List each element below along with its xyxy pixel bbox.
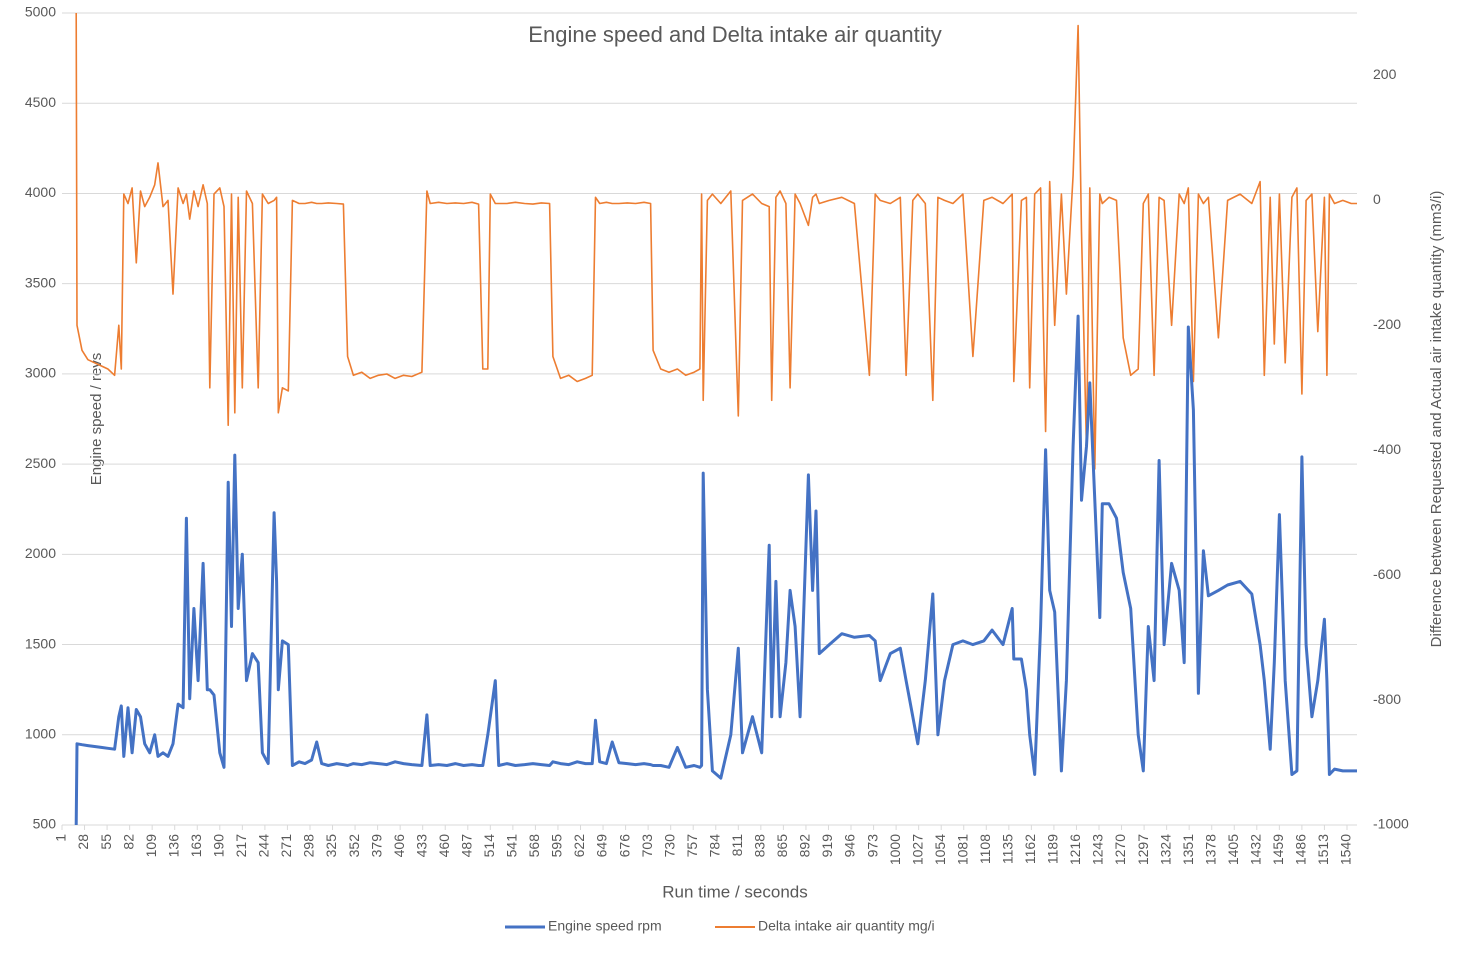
x-tick-label: 1432: [1248, 834, 1264, 865]
x-tick-label: 703: [639, 834, 655, 858]
x-tick-label: 946: [842, 834, 858, 858]
x-tick-label: 514: [481, 834, 497, 858]
x-tick-label: 1000: [887, 834, 903, 865]
x-tick-label: 1108: [977, 834, 993, 864]
y-tick-label: 5000: [25, 4, 56, 20]
x-tick-label: 109: [143, 834, 159, 858]
x-tick-label: 1270: [1112, 834, 1128, 865]
x-tick-label: 811: [729, 834, 745, 857]
x-tick-label: 892: [797, 834, 813, 858]
x-tick-label: 460: [436, 834, 452, 858]
x-tick-label: 1351: [1180, 834, 1196, 865]
y-tick-label: 1000: [25, 725, 56, 741]
y2-tick-label: -800: [1373, 691, 1401, 707]
x-tick-label: 1: [53, 834, 69, 842]
x-tick-label: 1054: [932, 834, 948, 865]
x-tick-label: 1405: [1225, 834, 1241, 865]
x-tick-label: 838: [752, 834, 768, 858]
x-tick-label: 325: [323, 834, 339, 858]
x-tick-label: 487: [458, 834, 474, 858]
x-tick-label: 271: [278, 834, 294, 858]
y-tick-label: 2000: [25, 545, 56, 561]
x-tick-label: 1027: [909, 834, 925, 865]
y-tick-label: 4500: [25, 94, 56, 110]
x-tick-label: 163: [188, 834, 204, 858]
x-tick-label: 1513: [1315, 834, 1331, 865]
y2-tick-label: -1000: [1373, 816, 1409, 832]
x-tick-label: 1297: [1135, 834, 1151, 865]
legend-label: Delta intake air quantity mg/i: [758, 918, 935, 934]
x-tick-label: 541: [504, 834, 520, 858]
x-tick-label: 406: [391, 834, 407, 858]
y-axis-label: Engine speed / revs: [88, 353, 105, 486]
x-tick-label: 757: [684, 834, 700, 858]
x-tick-label: 1081: [954, 834, 970, 865]
y2-tick-label: -400: [1373, 441, 1401, 457]
x-tick-label: 1459: [1270, 834, 1286, 865]
x-tick-label: 298: [301, 834, 317, 858]
x-tick-label: 55: [98, 834, 114, 850]
y2-axis-label: Difference between Requested and Actual …: [1428, 191, 1445, 648]
x-tick-label: 82: [120, 834, 136, 850]
legend-label: Engine speed rpm: [548, 918, 662, 934]
data-line: [74, 314, 1357, 826]
y2-tick-label: 0: [1373, 191, 1381, 207]
x-tick-label: 1135: [1000, 834, 1016, 864]
x-tick-label: 1486: [1293, 834, 1309, 865]
data-line: [75, 12, 1357, 470]
x-tick-label: 1162: [1022, 834, 1038, 864]
x-tick-label: 1378: [1202, 834, 1218, 865]
y-tick-label: 4000: [25, 184, 56, 200]
y-tick-label: 500: [33, 816, 57, 832]
x-tick-label: 784: [706, 834, 722, 858]
x-tick-label: 1216: [1067, 834, 1083, 865]
x-tick-label: 622: [571, 834, 587, 858]
x-tick-label: 1540: [1338, 834, 1354, 865]
y-tick-label: 3500: [25, 274, 56, 290]
x-tick-label: 676: [616, 834, 632, 858]
x-tick-label: 919: [819, 834, 835, 858]
chart-title: Engine speed and Delta intake air quanti…: [528, 22, 941, 47]
x-tick-label: 973: [864, 834, 880, 858]
y-tick-label: 1500: [25, 635, 56, 651]
x-tick-label: 730: [661, 834, 677, 858]
x-tick-label: 649: [594, 834, 610, 858]
x-tick-label: 136: [165, 834, 181, 858]
x-tick-label: 433: [413, 834, 429, 858]
x-tick-label: 1324: [1157, 834, 1173, 865]
x-tick-label: 217: [233, 834, 249, 858]
x-tick-label: 1189: [1045, 834, 1061, 864]
x-tick-label: 28: [75, 834, 91, 850]
y2-tick-label: -600: [1373, 566, 1401, 582]
y-tick-label: 3000: [25, 365, 56, 381]
x-tick-label: 379: [368, 834, 384, 858]
x-tick-label: 1243: [1090, 834, 1106, 865]
x-tick-label: 595: [549, 834, 565, 858]
y2-tick-label: 200: [1373, 66, 1397, 82]
x-tick-label: 865: [774, 834, 790, 858]
x-tick-label: 244: [256, 834, 272, 858]
x-tick-label: 190: [211, 834, 227, 858]
y-tick-label: 2500: [25, 455, 56, 471]
x-tick-label: 568: [526, 834, 542, 858]
x-axis-label: Run time / seconds: [662, 882, 808, 901]
y2-tick-label: -200: [1373, 316, 1401, 332]
x-tick-label: 352: [346, 834, 362, 858]
